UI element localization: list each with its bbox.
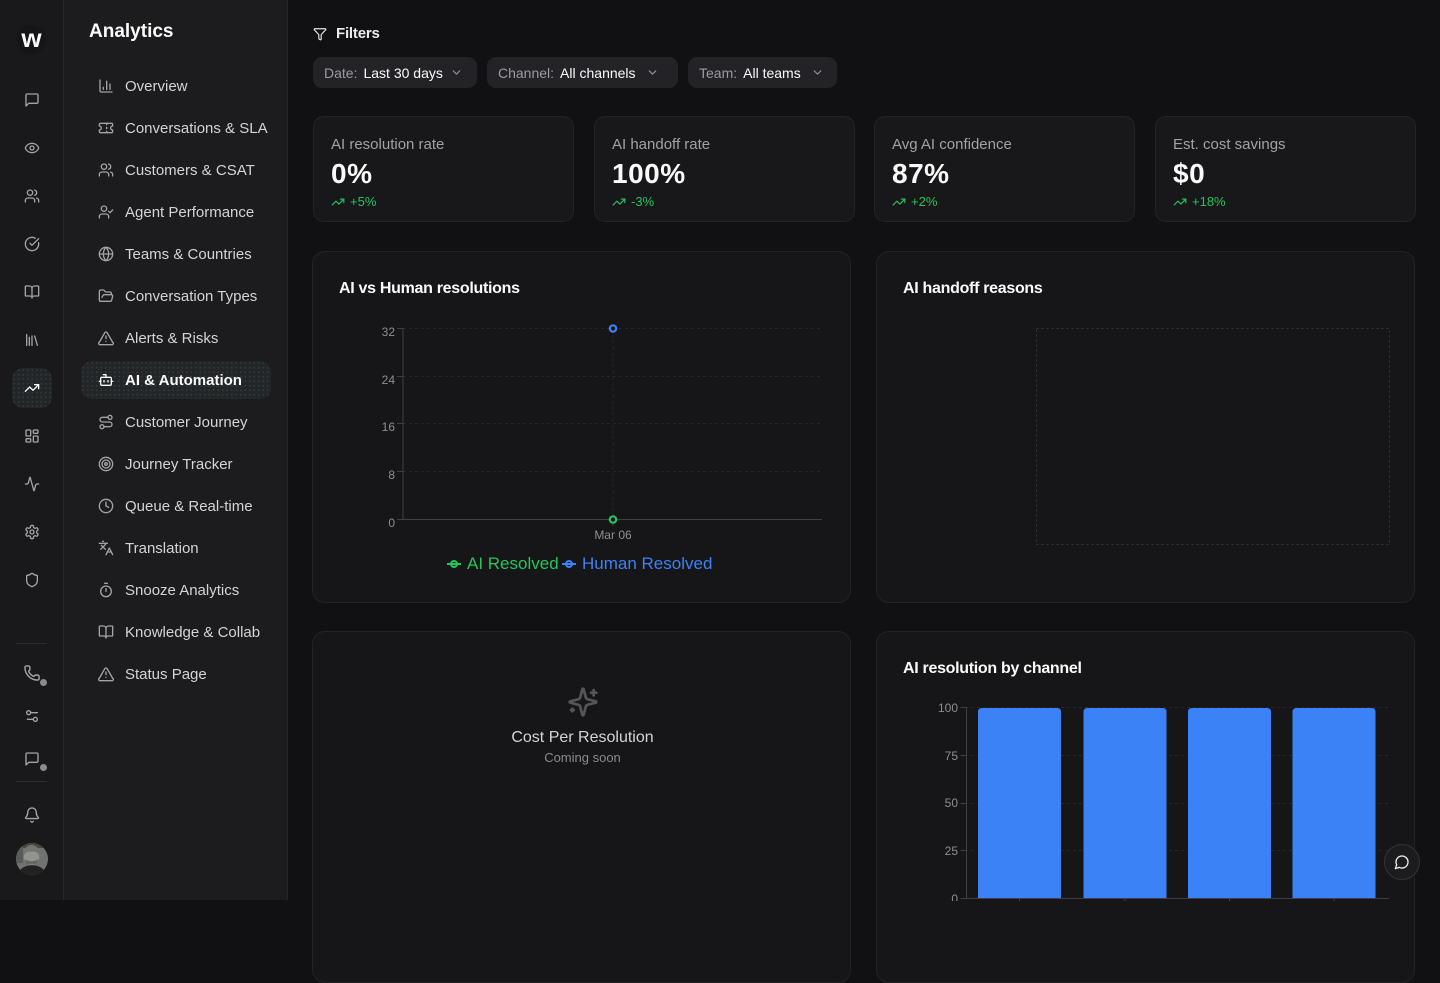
svg-text:16: 16 <box>382 420 396 434</box>
svg-text:100: 100 <box>938 701 958 715</box>
svg-text:Mar 06: Mar 06 <box>594 528 632 542</box>
svg-text:50: 50 <box>945 796 959 810</box>
svg-text:AI Resolved: AI Resolved <box>467 554 559 573</box>
svg-text:75: 75 <box>945 749 959 763</box>
svg-text:0: 0 <box>951 892 958 901</box>
svg-text:0: 0 <box>388 516 395 530</box>
svg-text:8: 8 <box>388 468 395 482</box>
svg-text:25: 25 <box>945 844 959 858</box>
svg-text:32: 32 <box>382 325 396 339</box>
svg-text:24: 24 <box>382 373 396 387</box>
svg-text:Human Resolved: Human Resolved <box>582 554 712 573</box>
